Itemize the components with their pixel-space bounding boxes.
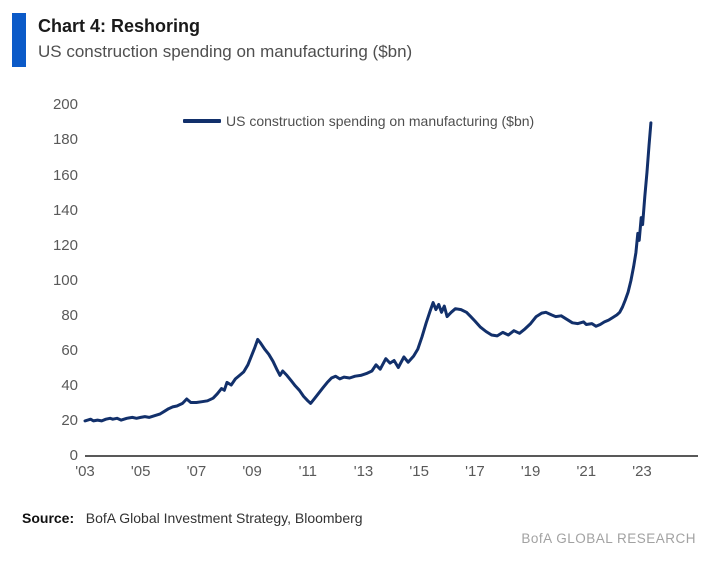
chart-legend: US construction spending on manufacturin… — [183, 113, 534, 129]
y-axis-tick-label: 140 — [52, 201, 78, 219]
x-axis-tick-label: '11 — [298, 463, 318, 480]
x-axis-tick-label: '13 — [353, 463, 374, 480]
brand-watermark: BofA GLOBAL RESEARCH — [521, 531, 696, 546]
legend-label: US construction spending on manufacturin… — [226, 113, 535, 129]
y-axis-tick-label: 20 — [61, 411, 78, 429]
y-axis-tick-label: 160 — [52, 166, 78, 184]
chart-subtitle: US construction spending on manufacturin… — [38, 42, 413, 61]
x-axis-tick-label: '19 — [520, 463, 541, 480]
accent-bar — [12, 13, 26, 67]
y-axis-tick-label: 40 — [61, 376, 78, 394]
y-axis-tick-label: 80 — [61, 306, 78, 324]
y-axis-tick-label: 0 — [69, 447, 78, 464]
y-axis-tick-label: 200 — [52, 96, 78, 114]
x-axis-tick-label: '03 — [75, 463, 95, 480]
source-label: Source: — [22, 510, 75, 526]
legend-line-swatch-icon — [183, 119, 221, 123]
y-axis-tick-label: 120 — [52, 236, 78, 254]
y-axis-tick-label: 180 — [52, 131, 78, 149]
x-axis-tick-label: '17 — [465, 463, 485, 480]
source-line: Source: BofA Global Investment Strategy,… — [22, 510, 363, 526]
chart-line-us-construction-spending — [83, 121, 653, 423]
y-axis-tick-label: 60 — [61, 341, 78, 359]
x-axis-tick-label: '07 — [186, 463, 207, 480]
x-axis-tick-label: '15 — [409, 463, 429, 480]
x-axis-tick-label: '05 — [130, 463, 151, 480]
y-axis-tick-label: 100 — [52, 271, 78, 289]
x-axis-tick-label: '09 — [242, 463, 262, 480]
chart-title: Chart 4: Reshoring — [38, 16, 201, 36]
x-axis-tick-label: '21 — [576, 463, 597, 480]
x-axis-tick-label: '23 — [632, 463, 652, 480]
source-text: BofA Global Investment Strategy, Bloombe… — [85, 510, 363, 526]
